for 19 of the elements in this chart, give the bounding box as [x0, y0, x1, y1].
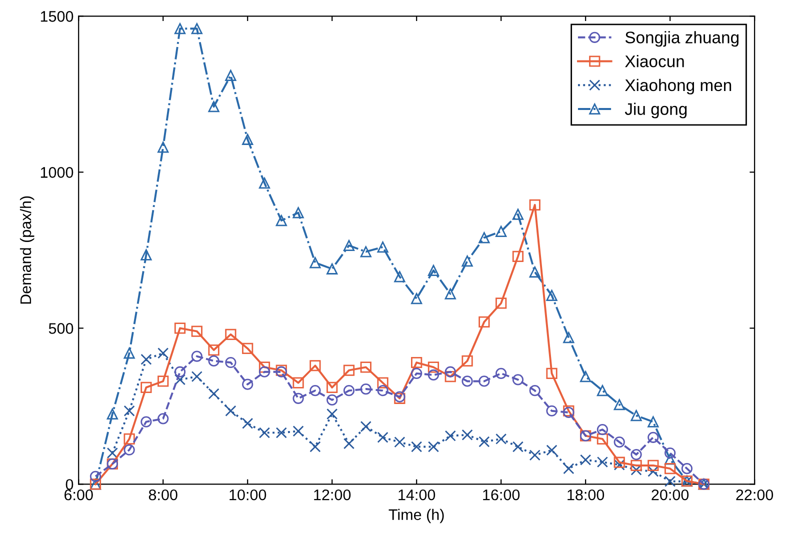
legend-label: Songjia zhuang	[625, 31, 738, 47]
legend-label: Jiu gong	[624, 102, 687, 118]
y-tick-label: 1500	[40, 11, 74, 22]
legend-label: Xiaohong men	[625, 78, 732, 94]
x-tick-label: 10:00	[230, 489, 266, 500]
x-tick-label: 20:00	[652, 489, 689, 500]
x-tick-label: 12:00	[314, 489, 351, 500]
x-tick-label: 16:00	[483, 489, 520, 500]
y-tick-label: 0	[66, 479, 74, 490]
y-tick-label: 1000	[40, 167, 74, 178]
legend-label: Xiaocun	[625, 55, 684, 68]
x-tick-label: 18:00	[568, 489, 604, 500]
y-tick-label: 500	[48, 323, 74, 334]
x-tick-label: 6:00	[64, 489, 93, 500]
x-tick-label: 8:00	[148, 489, 178, 500]
x-tick-label: 14:00	[398, 489, 436, 500]
y-axis-title: Demand (pax/h)	[20, 196, 34, 304]
x-axis-title: Time (h)	[388, 508, 444, 524]
x-tick-label: 22:00	[736, 489, 774, 500]
